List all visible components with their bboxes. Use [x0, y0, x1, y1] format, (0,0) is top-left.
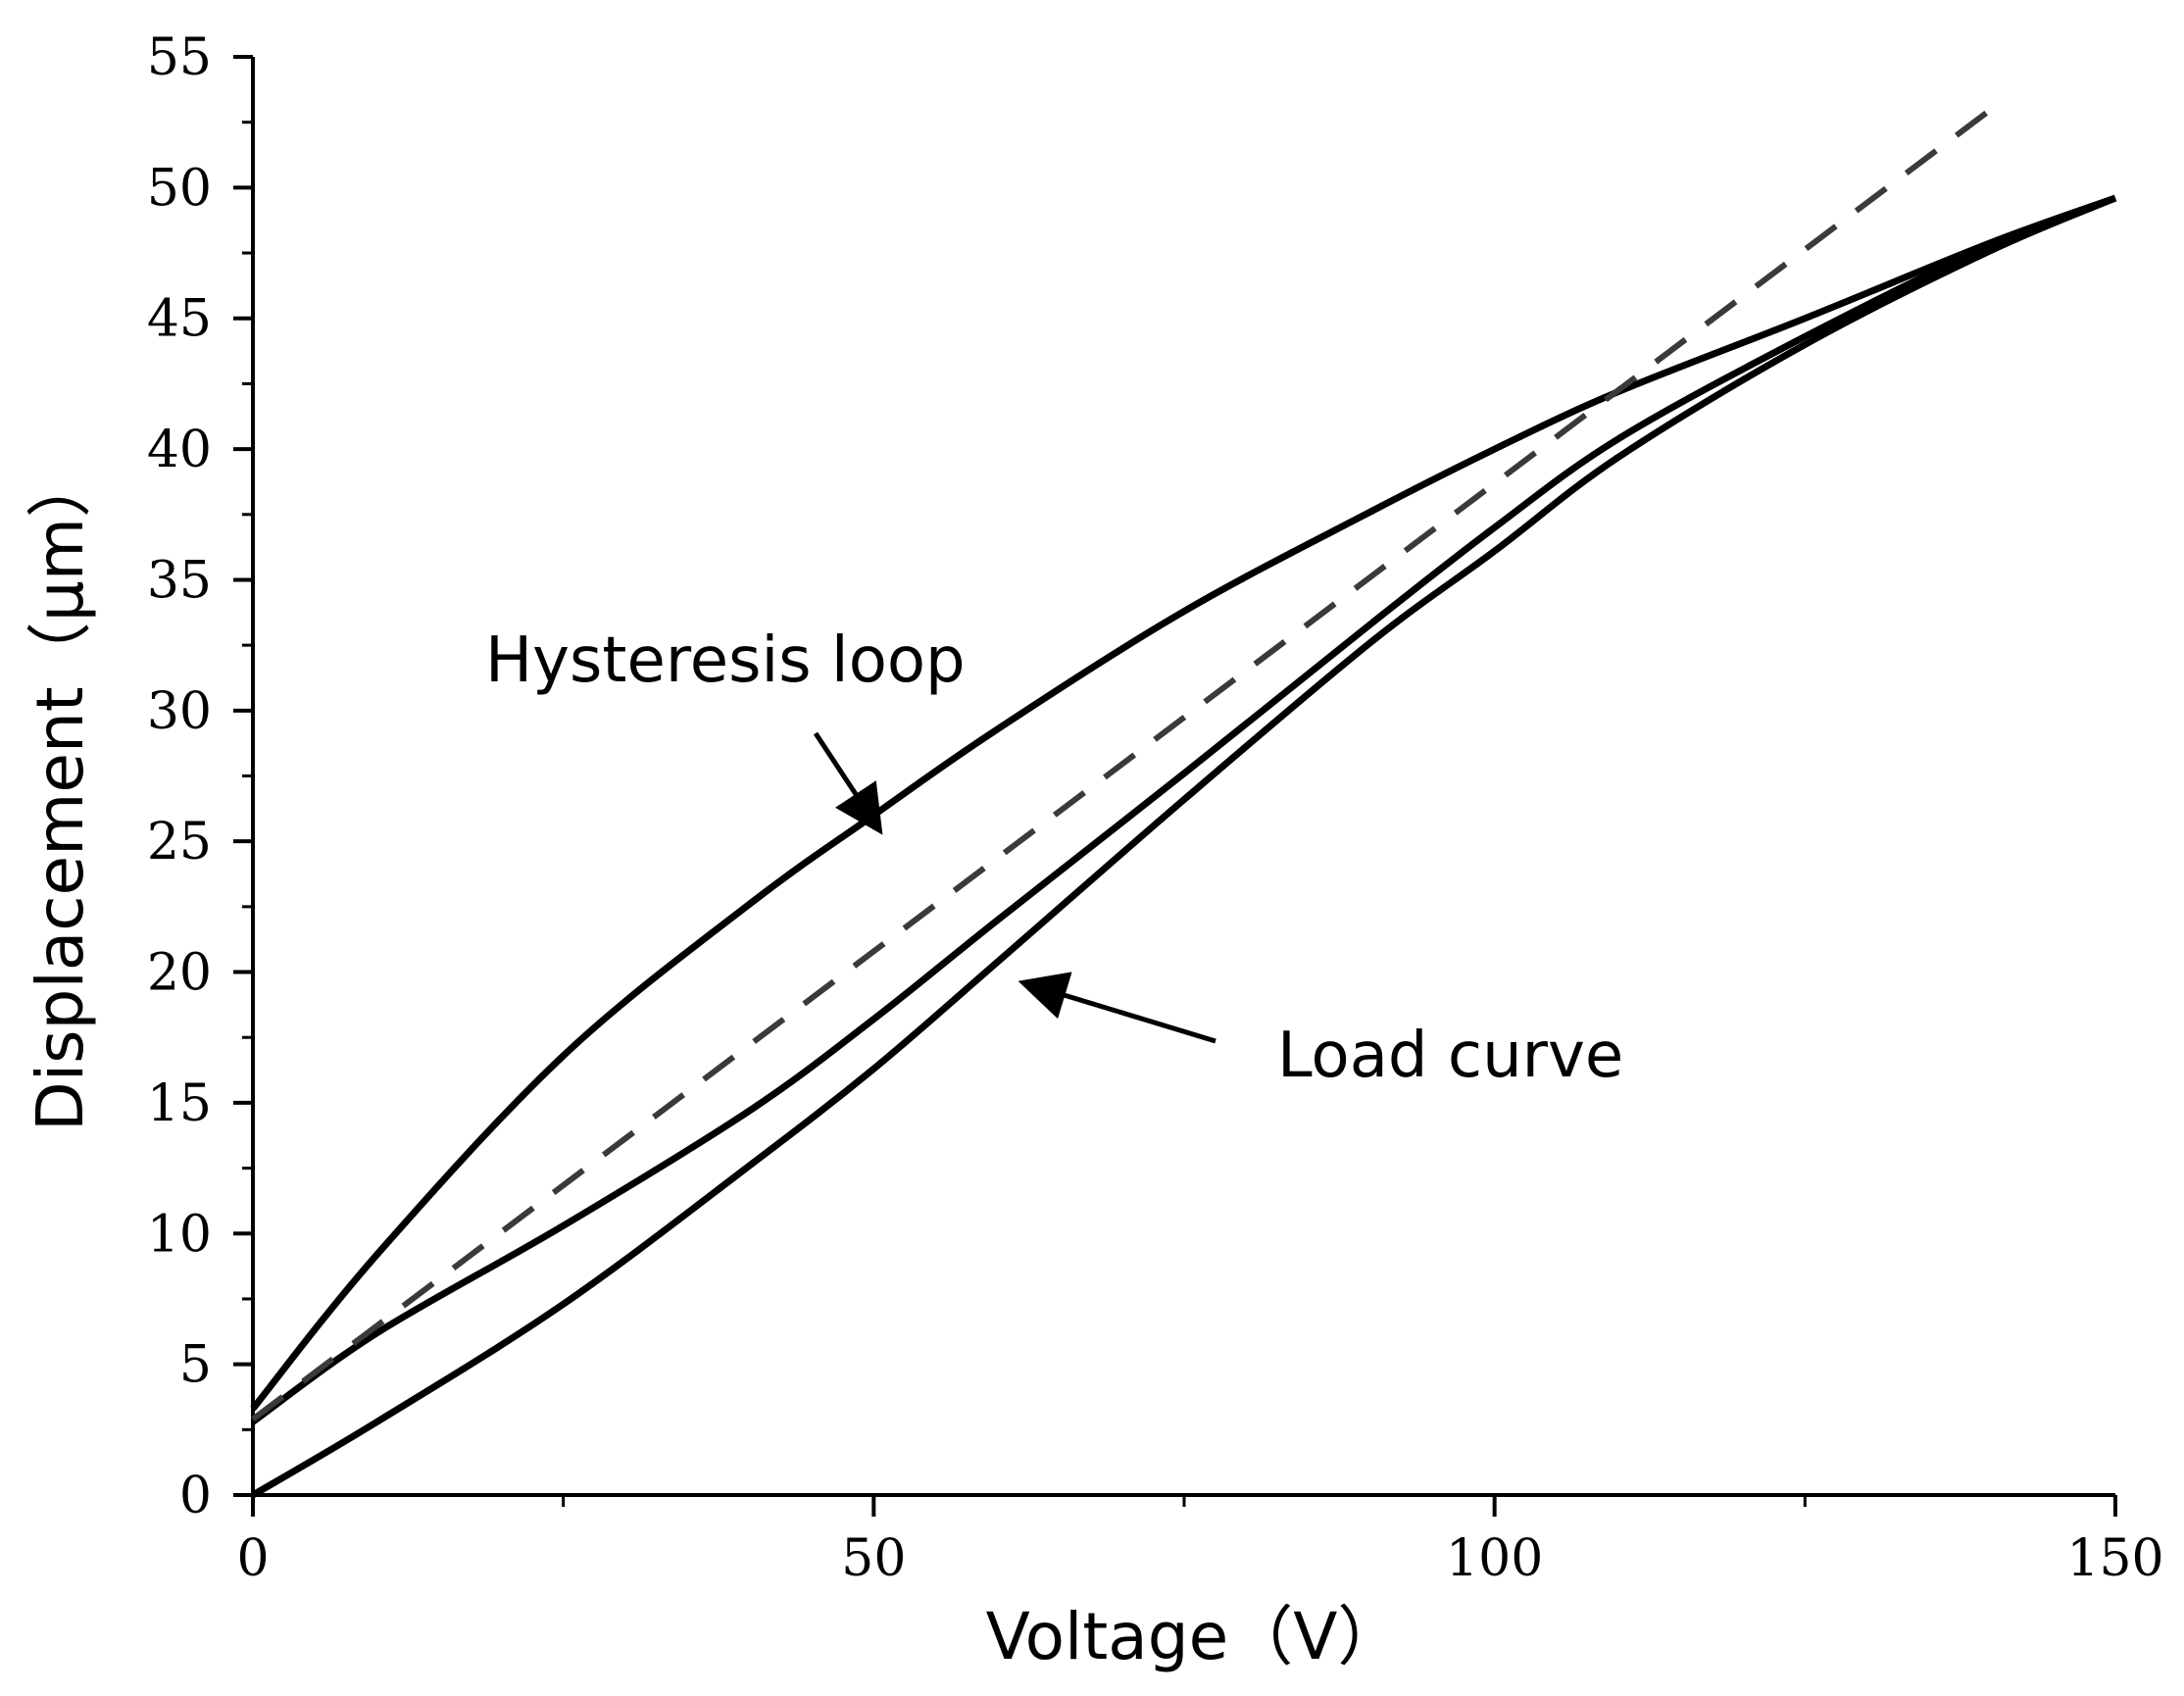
series-line-2	[250, 194, 2117, 1412]
annotation-arrow-0	[813, 731, 883, 835]
y-tick-label-5: 5	[179, 1336, 212, 1395]
annotation-arrow-1	[1018, 972, 1216, 1044]
y-axis-title: Displacement（μm）	[23, 453, 98, 1131]
y-tick-label-40: 40	[147, 421, 212, 479]
x-axis-title: Voltage（V）	[986, 1599, 1403, 1674]
x-tick-label-0: 0	[236, 1529, 269, 1588]
x-tick-label-100: 100	[1446, 1529, 1543, 1588]
y-tick-label-50: 50	[147, 159, 212, 218]
x-tick-label-50: 50	[841, 1529, 906, 1588]
y-tick-label-10: 10	[147, 1205, 212, 1264]
annotation-label-1: Load curve	[1277, 1020, 1623, 1092]
y-tick-label-45: 45	[147, 290, 212, 349]
y-tick-label-25: 25	[147, 813, 212, 872]
series-line-0	[251, 194, 2117, 1499]
y-tick-label-55: 55	[147, 28, 212, 87]
x-tick-label-150: 150	[2066, 1529, 2163, 1588]
y-tick-label-15: 15	[147, 1074, 212, 1133]
series-line-3	[251, 106, 1994, 1422]
y-tick-label-20: 20	[147, 944, 212, 1003]
annotation-label-0: Hysteresis loop	[485, 624, 966, 697]
y-tick-label-35: 35	[147, 551, 212, 610]
y-tick-label-0: 0	[179, 1467, 212, 1525]
series-line-1	[250, 194, 2117, 1425]
y-tick-label-30: 30	[147, 682, 212, 741]
